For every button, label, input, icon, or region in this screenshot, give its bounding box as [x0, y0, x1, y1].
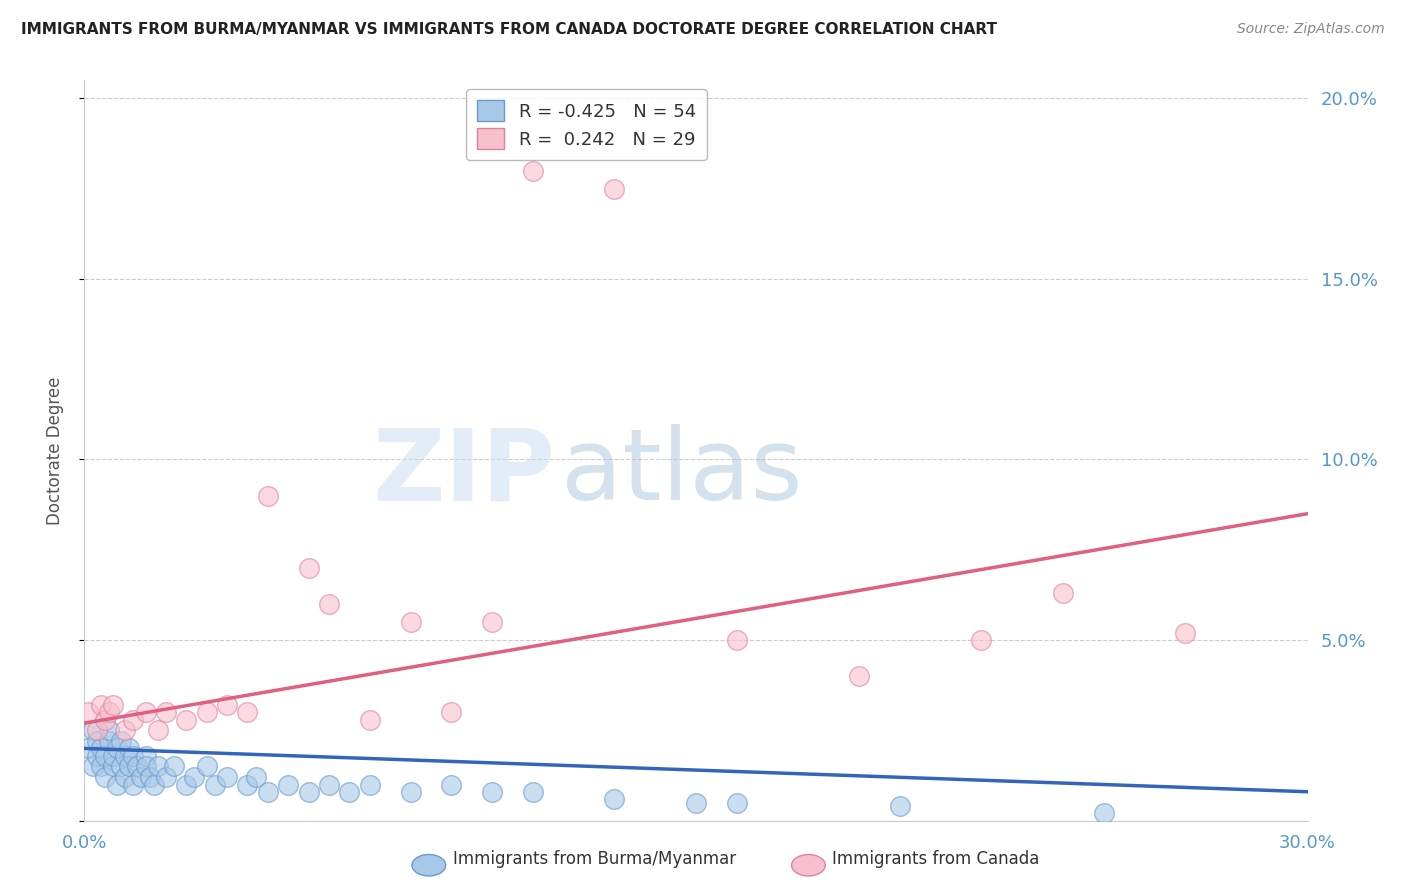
Point — [257, 489, 280, 503]
Point — [481, 785, 503, 799]
Point — [135, 759, 157, 773]
Point — [236, 706, 259, 720]
Point — [131, 770, 153, 784]
Point — [114, 770, 136, 784]
Point — [257, 785, 280, 799]
Point — [725, 633, 748, 648]
Point — [146, 759, 169, 773]
Point — [277, 778, 299, 792]
Point — [77, 706, 100, 720]
Point — [97, 706, 120, 720]
Point — [1174, 625, 1197, 640]
Point — [155, 770, 177, 784]
Point — [318, 778, 340, 792]
Point — [146, 723, 169, 738]
Point — [236, 778, 259, 792]
Point — [318, 597, 340, 611]
Point — [848, 669, 870, 683]
Point — [82, 723, 104, 738]
Point — [399, 615, 422, 629]
Point — [110, 759, 132, 773]
Point — [93, 713, 115, 727]
Point — [86, 748, 108, 763]
Point — [1052, 586, 1074, 600]
Point — [245, 770, 267, 784]
Point — [725, 796, 748, 810]
Point — [77, 741, 100, 756]
Point — [135, 706, 157, 720]
Point — [122, 778, 145, 792]
Point — [603, 792, 626, 806]
Point — [105, 741, 128, 756]
Point — [122, 748, 145, 763]
Point — [135, 748, 157, 763]
Point — [298, 785, 321, 799]
Point — [399, 785, 422, 799]
Text: Immigrants from Canada: Immigrants from Canada — [832, 850, 1039, 868]
Point — [110, 734, 132, 748]
Point — [90, 698, 112, 712]
Text: ZIP: ZIP — [373, 425, 555, 521]
Point — [522, 163, 544, 178]
Point — [359, 778, 381, 792]
Point — [359, 713, 381, 727]
Point — [685, 796, 707, 810]
Point — [101, 748, 124, 763]
Y-axis label: Doctorate Degree: Doctorate Degree — [45, 376, 63, 524]
Point — [93, 748, 115, 763]
Point — [174, 713, 197, 727]
Point — [889, 799, 911, 814]
Point — [298, 561, 321, 575]
Point — [101, 759, 124, 773]
Point — [114, 748, 136, 763]
Point — [114, 723, 136, 738]
Text: Immigrants from Burma/Myanmar: Immigrants from Burma/Myanmar — [453, 850, 735, 868]
Point — [481, 615, 503, 629]
Point — [142, 778, 165, 792]
Point — [204, 778, 226, 792]
Point — [603, 181, 626, 195]
Point — [127, 759, 149, 773]
Legend: R = -0.425   N = 54, R =  0.242   N = 29: R = -0.425 N = 54, R = 0.242 N = 29 — [467, 89, 707, 160]
Point — [86, 734, 108, 748]
Point — [90, 741, 112, 756]
Point — [174, 778, 197, 792]
Point — [97, 734, 120, 748]
Point — [97, 723, 120, 738]
Point — [118, 759, 141, 773]
Point — [440, 778, 463, 792]
Point — [105, 778, 128, 792]
Point — [440, 706, 463, 720]
Point — [1092, 806, 1115, 821]
Point — [970, 633, 993, 648]
Point — [195, 759, 218, 773]
Text: atlas: atlas — [561, 425, 803, 521]
Point — [217, 770, 239, 784]
Text: Source: ZipAtlas.com: Source: ZipAtlas.com — [1237, 22, 1385, 37]
Point — [122, 713, 145, 727]
Text: IMMIGRANTS FROM BURMA/MYANMAR VS IMMIGRANTS FROM CANADA DOCTORATE DEGREE CORRELA: IMMIGRANTS FROM BURMA/MYANMAR VS IMMIGRA… — [21, 22, 997, 37]
Point — [195, 706, 218, 720]
Point — [339, 785, 361, 799]
Point — [163, 759, 186, 773]
Point — [217, 698, 239, 712]
Point — [90, 759, 112, 773]
Point — [86, 723, 108, 738]
Point — [522, 785, 544, 799]
Point — [183, 770, 205, 784]
Point — [93, 770, 115, 784]
Point — [118, 741, 141, 756]
Point — [155, 706, 177, 720]
Point — [82, 759, 104, 773]
Point — [101, 698, 124, 712]
Point — [138, 770, 160, 784]
